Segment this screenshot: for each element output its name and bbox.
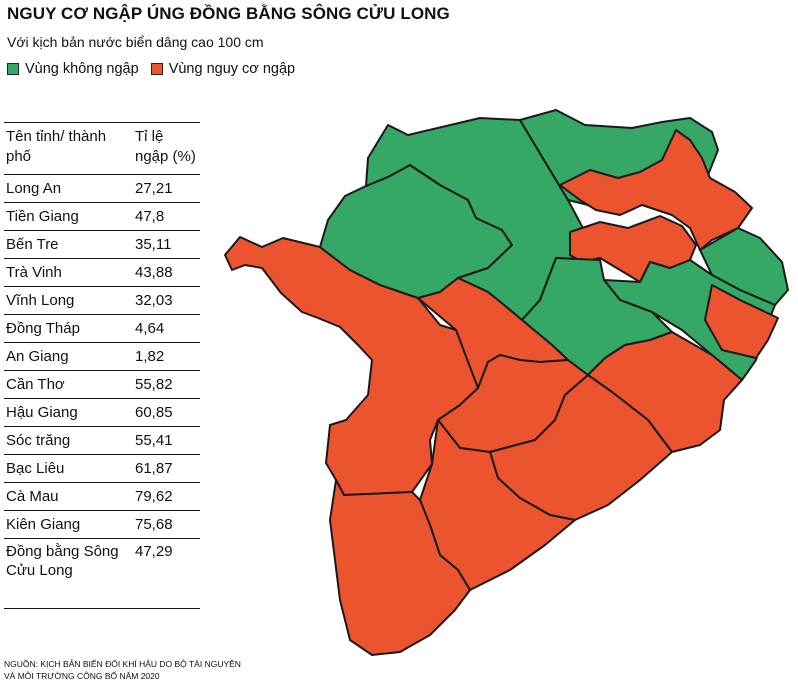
region-long-an-east: [559, 129, 753, 251]
row-name: An Giang: [6, 348, 69, 365]
row-name: Long An: [6, 180, 62, 197]
table-header: Tên tỉnh/ thành phố Tỉ lệ ngập (%): [4, 123, 200, 175]
row-name: Hậu Giang: [6, 404, 78, 421]
row-name: Bến Tre: [6, 236, 59, 253]
table-row: Hậu Giang 60,85: [4, 399, 200, 427]
table-row: Đồng Tháp 4,64: [4, 315, 200, 343]
row-value: 61,87: [135, 460, 173, 477]
row-name: Bạc Liêu: [6, 460, 65, 477]
table-row: Sóc trăng 55,41: [4, 427, 200, 455]
row-value: 60,85: [135, 404, 173, 421]
table-row: An Giang 1,82: [4, 343, 200, 371]
row-value: 75,68: [135, 516, 173, 533]
table-row: Cần Thơ 55,82: [4, 371, 200, 399]
row-name: Đồng bằng Sông Cửu Long: [6, 543, 119, 579]
row-value: 47,8: [135, 208, 165, 225]
legend-swatch-risk: [150, 63, 163, 75]
row-name: Vĩnh Long: [6, 292, 75, 309]
row-value: 79,62: [135, 488, 173, 505]
table-row: Kiên Giang 75,68: [4, 511, 200, 539]
row-name: Cần Thơ: [6, 376, 65, 393]
row-name: Cà Mau: [6, 488, 59, 505]
legend-item-safe: Vùng không ngập: [7, 61, 139, 77]
header-province: Tên tỉnh/ thành phố: [6, 128, 107, 165]
table-row-total: Đồng bằng Sông Cửu Long 47,29: [4, 539, 200, 609]
table-row: Bạc Liêu 61,87: [4, 455, 200, 483]
region-ben-tre-coast: [704, 284, 779, 359]
row-value: 32,03: [135, 292, 173, 309]
legend: Vùng không ngập Vùng nguy cơ ngập: [7, 61, 307, 77]
row-value: 1,82: [135, 348, 165, 365]
table-row: Trà Vinh 43,88: [4, 259, 200, 287]
source-note: Nguồn: Kịch bản biến đổi khí hậu do Bộ T…: [4, 659, 241, 681]
table-row: Cà Mau 79,62: [4, 483, 200, 511]
row-name: Trà Vinh: [6, 264, 62, 281]
row-value: 35,11: [135, 236, 172, 253]
legend-label-safe: Vùng không ngập: [25, 61, 139, 77]
table-row: Bến Tre 35,11: [4, 231, 200, 259]
row-value: 27,21: [135, 180, 173, 197]
row-name: Kiên Giang: [6, 516, 81, 533]
region-ca-mau: [329, 479, 471, 656]
row-value: 55,41: [135, 432, 173, 449]
legend-label-risk: Vùng nguy cơ ngập: [168, 61, 296, 77]
table-row: Long An 27,21: [4, 175, 200, 203]
row-value: 47,29: [135, 543, 173, 560]
table-row: Tiền Giang 47,8: [4, 203, 200, 231]
row-value: 4,64: [135, 320, 165, 337]
row-name: Đồng Tháp: [6, 320, 80, 337]
row-name: Tiền Giang: [6, 208, 79, 225]
row-value: 43,88: [135, 264, 173, 281]
row-name: Sóc trăng: [6, 432, 71, 449]
legend-item-risk: Vùng nguy cơ ngập: [150, 61, 296, 77]
flood-rate-table: Tên tỉnh/ thành phố Tỉ lệ ngập (%) Long …: [4, 122, 200, 609]
table-row: Vĩnh Long 32,03: [4, 287, 200, 315]
header-rate: Tỉ lệ ngập (%): [135, 128, 196, 165]
row-value: 55,82: [135, 376, 173, 393]
map-subtitle: Với kịch bản nước biển dâng cao 100 cm: [7, 34, 264, 50]
legend-swatch-safe: [7, 63, 19, 75]
map-title: NGUY CƠ NGẬP ÚNG ĐỒNG BẰNG SÔNG CỬU LONG: [7, 4, 450, 23]
